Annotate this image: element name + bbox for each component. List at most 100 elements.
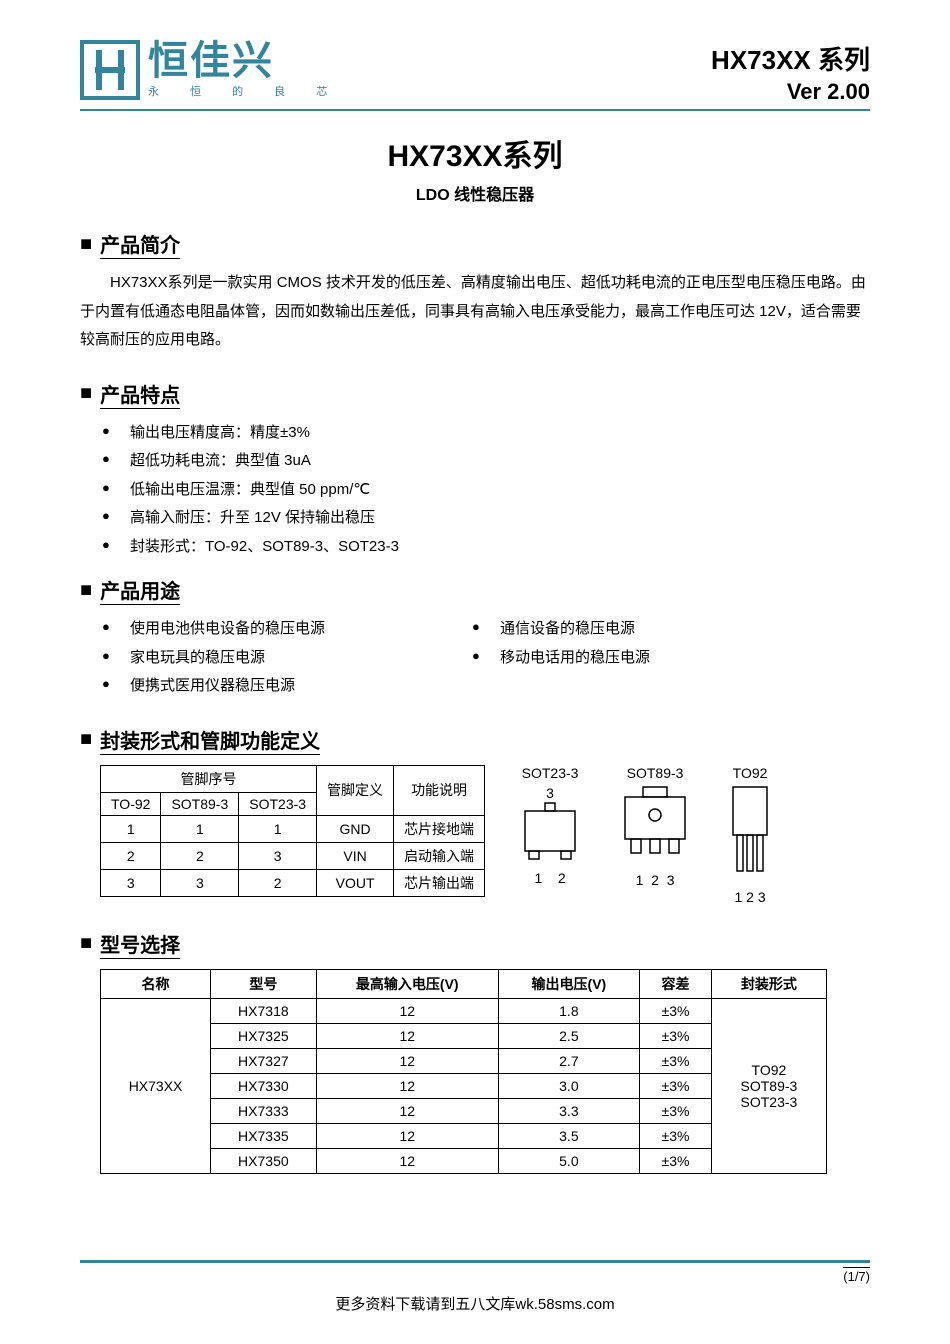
- feature-item: 低输出电压温漂：典型值 50 ppm/℃: [130, 476, 870, 505]
- main-title: HX73XX系列: [80, 131, 870, 175]
- header-right: HX73XX 系列 Ver 2.00: [711, 40, 870, 105]
- package-diagrams: SOT23-3 3 1 2 SOT89-3 1 2 3: [515, 765, 775, 905]
- col-header: 容差: [639, 969, 711, 998]
- features-list: 输出电压精度高：精度±3% 超低功耗电流：典型值 3uA 低输出电压温漂：典型值…: [80, 419, 870, 562]
- cell: 12: [316, 1148, 498, 1173]
- feature-item: 输出电压精度高：精度±3%: [130, 419, 870, 448]
- sot89-icon: [615, 785, 695, 863]
- pkg-label: TO92: [725, 765, 775, 781]
- cell: 2: [101, 842, 161, 869]
- table-row: HX73XX HX7318 12 1.8 ±3% TO92 SOT89-3 SO…: [101, 998, 827, 1023]
- logo-main-text: 恒佳兴: [148, 41, 341, 81]
- cell: 12: [316, 1048, 498, 1073]
- pin-header-func: 功能说明: [394, 765, 485, 815]
- model-packages: TO92 SOT89-3 SOT23-3: [712, 998, 827, 1173]
- table-row: 名称 型号 最高输入电压(V) 输出电压(V) 容差 封装形式: [101, 969, 827, 998]
- section-pins-head: ■ 封装形式和管脚功能定义: [80, 725, 870, 755]
- square-bullet-icon: ■: [80, 932, 92, 955]
- cell: 3.0: [498, 1073, 639, 1098]
- cell: ±3%: [639, 1098, 711, 1123]
- cell: 1: [101, 815, 161, 842]
- cell: 2: [161, 842, 239, 869]
- cell: 1: [161, 815, 239, 842]
- use-item: 通信设备的稳压电源: [500, 615, 870, 644]
- cell: 3.3: [498, 1098, 639, 1123]
- cell: 3: [239, 842, 317, 869]
- col-header: 名称: [101, 969, 211, 998]
- logo-mark-icon: [80, 40, 140, 100]
- sot23-icon: [515, 801, 585, 861]
- cell: HX7333: [211, 1098, 317, 1123]
- cell: 1: [239, 815, 317, 842]
- cell: 12: [316, 1123, 498, 1148]
- cell: ±3%: [639, 998, 711, 1023]
- cell: 12: [316, 1023, 498, 1048]
- cell: 启动输入端: [394, 842, 485, 869]
- logo: 恒佳兴 永 恒 的 良 芯: [80, 40, 341, 100]
- pin-col-sot89: SOT89-3: [161, 792, 239, 815]
- table-row: 管脚序号 管脚定义 功能说明: [101, 765, 485, 792]
- pkg-label: SOT23-3: [515, 765, 585, 781]
- page-number: (1/7): [843, 1267, 870, 1284]
- cell: 2.7: [498, 1048, 639, 1073]
- logo-text: 恒佳兴 永 恒 的 良 芯: [148, 41, 341, 99]
- footer-divider: [80, 1260, 870, 1263]
- use-item: 使用电池供电设备的稳压电源: [130, 615, 500, 644]
- pin-header-def: 管脚定义: [317, 765, 394, 815]
- cell: 12: [316, 1098, 498, 1123]
- cell: HX7325: [211, 1023, 317, 1048]
- feature-item: 封装形式：TO-92、SOT89-3、SOT23-3: [130, 533, 870, 562]
- logo-sub-text: 永 恒 的 良 芯: [148, 83, 341, 99]
- table-row: 3 3 2 VOUT 芯片输出端: [101, 869, 485, 896]
- footer: (1/7) 更多资料下载请到五八文库wk.58sms.com: [80, 1260, 870, 1314]
- cell: VIN: [317, 842, 394, 869]
- cell: HX7327: [211, 1048, 317, 1073]
- download-text: 更多资料下载请到五八文库wk.58sms.com: [80, 1293, 870, 1314]
- series-code: HX73XX 系列: [711, 40, 870, 77]
- cell: 3: [101, 869, 161, 896]
- model-table: 名称 型号 最高输入电压(V) 输出电压(V) 容差 封装形式 HX73XX H…: [100, 969, 827, 1174]
- cell: 2: [239, 869, 317, 896]
- cell: 1.8: [498, 998, 639, 1023]
- square-bullet-icon: ■: [80, 728, 92, 751]
- cell: ±3%: [639, 1023, 711, 1048]
- page-header: 恒佳兴 永 恒 的 良 芯 HX73XX 系列 Ver 2.00: [80, 40, 870, 111]
- pkg-pin-num: 1 2: [515, 870, 585, 886]
- section-models-title: 型号选择: [100, 929, 180, 959]
- square-bullet-icon: ■: [80, 233, 92, 256]
- cell: ±3%: [639, 1123, 711, 1148]
- col-header: 型号: [211, 969, 317, 998]
- cell: GND: [317, 815, 394, 842]
- col-header: 输出电压(V): [498, 969, 639, 998]
- section-features-head: ■ 产品特点: [80, 379, 870, 409]
- pkg-sot89: SOT89-3 1 2 3: [615, 765, 695, 905]
- intro-paragraph: HX73XX系列是一款实用 CMOS 技术开发的低压差、高精度输出电压、超低功耗…: [80, 269, 870, 355]
- pkg-pin-num: 1 2 3: [725, 889, 775, 905]
- cell: 12: [316, 1073, 498, 1098]
- cell: HX7335: [211, 1123, 317, 1148]
- use-item: 家电玩具的稳压电源: [130, 644, 500, 673]
- use-item: 移动电话用的稳压电源: [500, 644, 870, 673]
- pkg-pin-num: 3: [515, 785, 585, 801]
- uses-list: 使用电池供电设备的稳压电源 通信设备的稳压电源 家电玩具的稳压电源 移动电话用的…: [80, 615, 870, 701]
- table-row: 1 1 1 GND 芯片接地端: [101, 815, 485, 842]
- cell: VOUT: [317, 869, 394, 896]
- cell: ±3%: [639, 1048, 711, 1073]
- square-bullet-icon: ■: [80, 579, 92, 602]
- col-header: 最高输入电压(V): [316, 969, 498, 998]
- cell: 5.0: [498, 1148, 639, 1173]
- use-item: 便携式医用仪器稳压电源: [130, 672, 500, 701]
- model-name: HX73XX: [101, 998, 211, 1173]
- cell: HX7350: [211, 1148, 317, 1173]
- square-bullet-icon: ■: [80, 382, 92, 405]
- pin-section: 管脚序号 管脚定义 功能说明 TO-92 SOT89-3 SOT23-3 1 1…: [80, 765, 870, 905]
- cell: ±3%: [639, 1073, 711, 1098]
- pkg-sot23: SOT23-3 3 1 2: [515, 765, 585, 905]
- pkg-pin-num: 1 2 3: [615, 872, 695, 888]
- col-header: 封装形式: [712, 969, 827, 998]
- version-text: Ver 2.00: [711, 79, 870, 105]
- cell: ±3%: [639, 1148, 711, 1173]
- section-uses-head: ■ 产品用途: [80, 575, 870, 605]
- feature-item: 高输入耐压：升至 12V 保持输出稳压: [130, 504, 870, 533]
- to92-icon: [725, 785, 775, 880]
